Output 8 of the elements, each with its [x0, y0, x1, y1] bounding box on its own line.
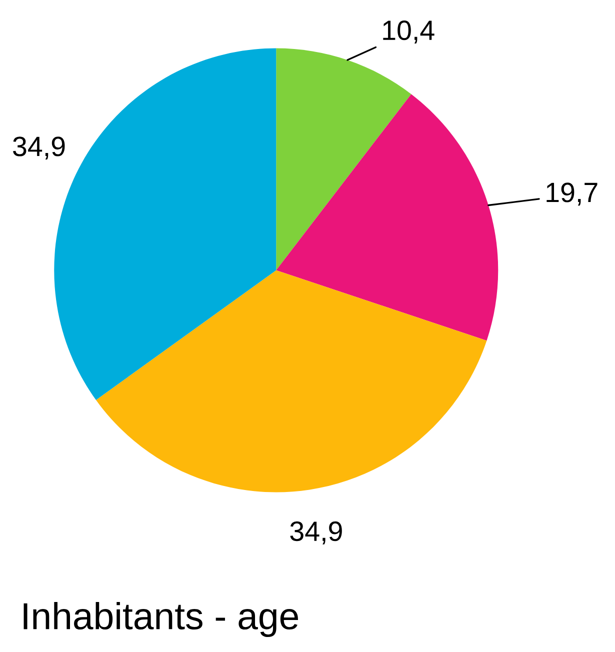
data-label: 34,9 [290, 521, 342, 544]
pie-slice [96, 270, 487, 492]
data-label: 34,9 [13, 136, 65, 160]
text: Inhabitants - age [24, 602, 298, 637]
pie-slice [276, 48, 412, 270]
data-label: 19,7 [546, 182, 598, 206]
data-label: 10,4 [383, 20, 434, 44]
pie-slice [276, 94, 498, 341]
